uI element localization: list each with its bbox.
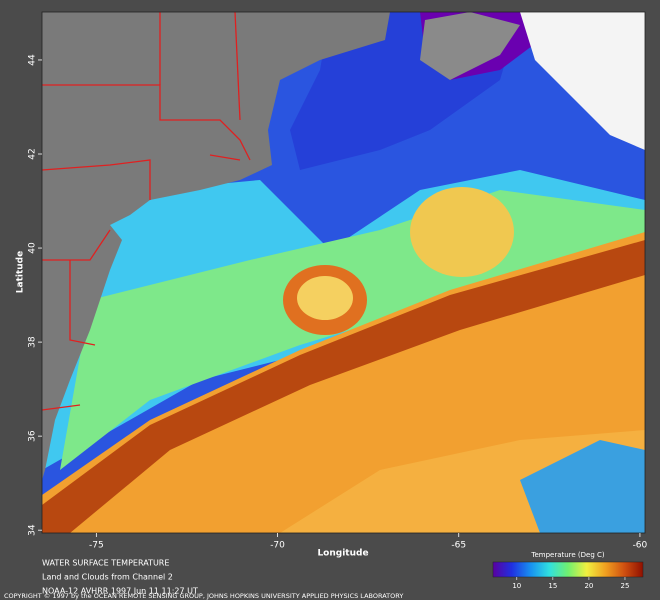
caption-line: Land and Clouds from Channel 2 — [42, 573, 173, 582]
colorbar-tick-label: 25 — [621, 582, 630, 590]
colorbar-tick-label: 20 — [584, 582, 593, 590]
y-tick-label: 36 — [28, 430, 38, 442]
colorbar-label: Temperature (Deg C) — [530, 551, 605, 559]
x-tick-label: -65 — [451, 541, 466, 551]
satellite-image — [42, 12, 645, 533]
x-axis-label: Longitude — [317, 549, 368, 559]
y-axis-label: Latitude — [16, 251, 26, 293]
y-tick-label: 34 — [28, 524, 38, 536]
x-tick-label: -70 — [270, 541, 285, 551]
colorbar-tick-label: 15 — [548, 582, 557, 590]
y-tick-label: 44 — [28, 54, 38, 66]
map-frame — [41, 11, 646, 534]
x-tick-label: -75 — [89, 541, 104, 551]
y-tick-label: 42 — [28, 148, 38, 159]
colorbar-tick-label: 10 — [512, 582, 521, 590]
x-tick-label: -60 — [633, 541, 648, 551]
caption-line: WATER SURFACE TEMPERATURE — [42, 559, 169, 568]
y-tick-label: 40 — [28, 242, 38, 254]
y-tick-label: 38 — [28, 336, 38, 348]
copyright: COPYRIGHT © 1997 by the OCEAN REMOTE SEN… — [4, 592, 403, 600]
colorbar — [492, 561, 644, 578]
caption-line: NOAA-12 AVHRR 1997 Jun 11 11:27 UT — [42, 587, 198, 596]
